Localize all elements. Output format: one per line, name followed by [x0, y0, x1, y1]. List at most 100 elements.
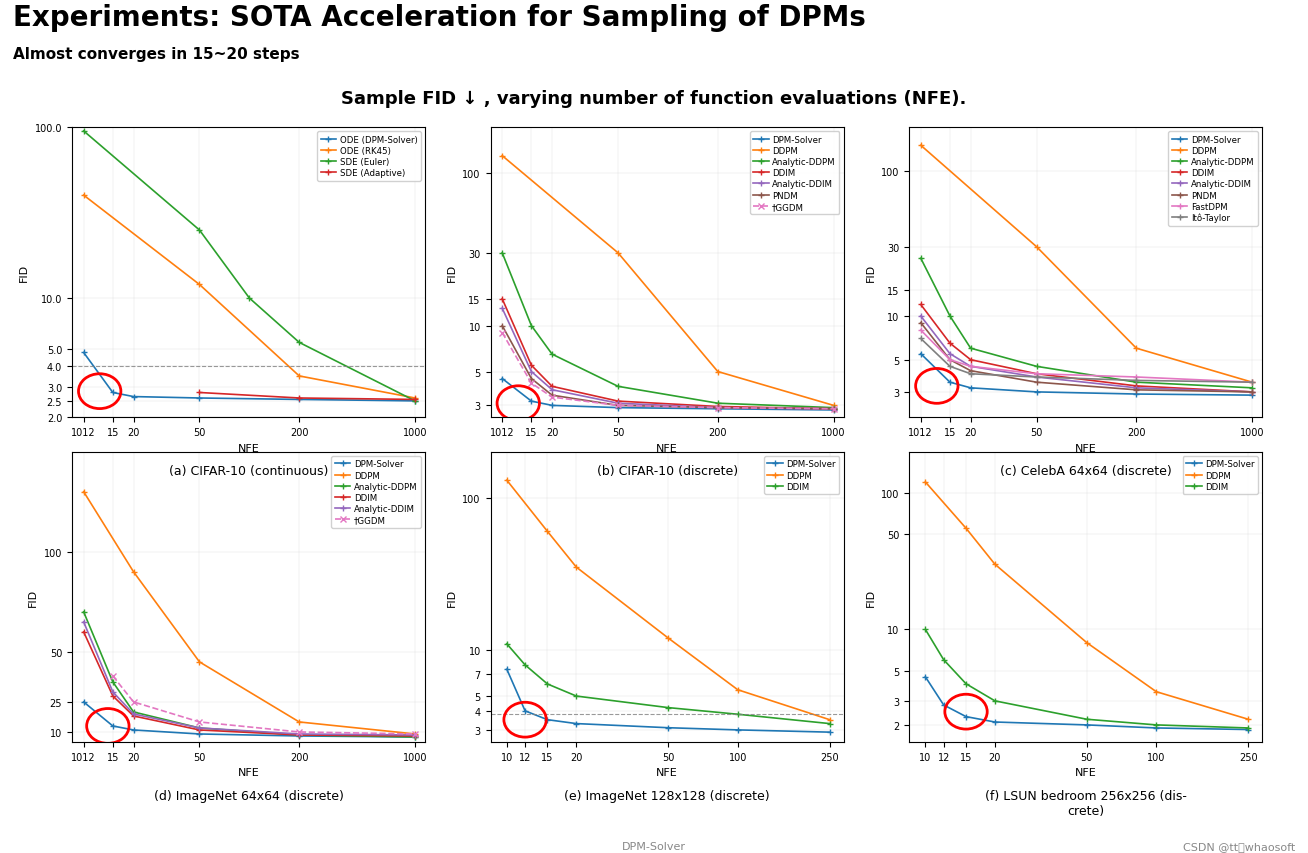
- DDIM: [661, 703, 676, 713]
- DDPM: [661, 633, 676, 643]
- Analytic-DDIM: [610, 398, 625, 409]
- DDPM: [1129, 344, 1144, 354]
- Text: (f) LSUN bedroom 256x256 (dis-
crete): (f) LSUN bedroom 256x256 (dis- crete): [985, 789, 1186, 817]
- Line: DDIM: DDIM: [81, 630, 417, 739]
- DDIM: [569, 691, 585, 701]
- Analytic-DDIM: [963, 362, 978, 372]
- DDPM: [1244, 378, 1260, 388]
- DDPM: [1028, 242, 1044, 252]
- PNDM: [913, 318, 929, 328]
- Analytic-DDIM: [825, 404, 841, 415]
- ODE (RK45): [191, 280, 207, 290]
- Line: DPM-Solver: DPM-Solver: [918, 351, 1254, 398]
- DPM-Solver: [730, 725, 746, 735]
- DDIM: [498, 639, 514, 649]
- DDIM: [517, 660, 532, 670]
- DDIM: [544, 382, 560, 392]
- DDPM: [610, 248, 625, 258]
- Analytic-DDPM: [825, 403, 841, 413]
- Line: Analytic-DDPM: Analytic-DDPM: [500, 251, 836, 411]
- Line: DDIM: DDIM: [504, 641, 832, 727]
- DPM-Solver: [661, 722, 676, 733]
- FastDPM: [1028, 369, 1044, 380]
- DPM-Solver: [569, 718, 585, 728]
- Y-axis label: FID: FID: [20, 264, 29, 282]
- ODE (DPM-Solver): [292, 395, 307, 405]
- Line: Analytic-DDIM: Analytic-DDIM: [918, 314, 1254, 395]
- DDIM: [710, 402, 726, 412]
- DDIM: [1244, 387, 1260, 397]
- DDIM: [105, 691, 120, 701]
- Line: DPM-Solver: DPM-Solver: [504, 667, 832, 735]
- †GGDM: [126, 697, 141, 707]
- Y-axis label: FID: FID: [866, 588, 875, 606]
- Line: DDIM: DDIM: [918, 302, 1254, 395]
- DDIM: [1240, 723, 1256, 734]
- DPM-Solver: [1240, 724, 1256, 734]
- FastDPM: [942, 355, 957, 365]
- DPM-Solver: [825, 405, 841, 415]
- DPM-Solver: [1129, 390, 1144, 400]
- Itô-Taylor: [942, 362, 957, 372]
- DPM-Solver: [292, 731, 307, 741]
- Line: FastDPM: FastDPM: [918, 328, 1254, 386]
- Analytic-DDPM: [105, 677, 120, 688]
- DDPM: [1240, 714, 1256, 724]
- ODE (DPM-Solver): [126, 392, 141, 403]
- DDPM: [1079, 638, 1095, 648]
- SDE (Euler): [242, 293, 258, 304]
- †GGDM: [494, 328, 510, 339]
- PNDM: [1244, 387, 1260, 397]
- Line: †GGDM: †GGDM: [500, 330, 836, 412]
- Analytic-DDPM: [610, 382, 625, 392]
- DDPM: [407, 729, 422, 740]
- DDPM: [540, 526, 556, 537]
- DDIM: [407, 731, 422, 741]
- Line: Analytic-DDIM: Analytic-DDIM: [81, 619, 417, 738]
- DDIM: [959, 679, 974, 689]
- †GGDM: [710, 403, 726, 413]
- Text: (c) CelebA 64x64 (discrete): (c) CelebA 64x64 (discrete): [999, 465, 1172, 478]
- DPM-Solver: [1028, 387, 1044, 397]
- †GGDM: [523, 379, 539, 389]
- DPM-Solver: [821, 727, 837, 737]
- X-axis label: NFE: NFE: [238, 768, 259, 777]
- DPM-Solver: [498, 664, 514, 675]
- DDIM: [1079, 714, 1095, 724]
- †GGDM: [105, 671, 120, 682]
- Text: Almost converges in 15~20 steps: Almost converges in 15~20 steps: [13, 47, 300, 62]
- †GGDM: [191, 717, 207, 728]
- DDIM: [917, 624, 933, 635]
- DDPM: [913, 141, 929, 151]
- Line: ODE (RK45): ODE (RK45): [81, 193, 417, 401]
- †GGDM: [610, 401, 625, 411]
- Analytic-DDIM: [292, 729, 307, 740]
- PNDM: [1129, 386, 1144, 396]
- Analytic-DDIM: [105, 687, 120, 697]
- Itô-Taylor: [913, 334, 929, 345]
- DDIM: [540, 679, 556, 689]
- Analytic-DDPM: [544, 350, 560, 360]
- DDIM: [935, 655, 951, 665]
- Analytic-DDPM: [494, 248, 510, 258]
- Line: DDIM: DDIM: [922, 627, 1250, 731]
- DDIM: [126, 711, 141, 722]
- Analytic-DDPM: [1028, 362, 1044, 372]
- Analytic-DDIM: [407, 730, 422, 740]
- Y-axis label: FID: FID: [447, 264, 456, 282]
- DPM-Solver: [959, 711, 974, 722]
- DPM-Solver: [126, 725, 141, 735]
- Text: (b) CIFAR-10 (discrete): (b) CIFAR-10 (discrete): [596, 465, 738, 478]
- Line: DDPM: DDPM: [504, 478, 832, 722]
- Analytic-DDIM: [191, 723, 207, 734]
- Legend: DPM-Solver, DDPM, Analytic-DDPM, DDIM, Analytic-DDIM, PNDM, †GGDM: DPM-Solver, DDPM, Analytic-DDPM, DDIM, A…: [749, 132, 840, 215]
- Line: DPM-Solver: DPM-Solver: [500, 376, 836, 413]
- Analytic-DDPM: [407, 732, 422, 742]
- Analytic-DDPM: [710, 398, 726, 409]
- X-axis label: NFE: NFE: [1075, 444, 1096, 453]
- ODE (RK45): [407, 393, 422, 403]
- DPM-Solver: [1244, 391, 1260, 401]
- DDIM: [76, 627, 92, 637]
- Itô-Taylor: [1244, 378, 1260, 388]
- Analytic-DDIM: [913, 311, 929, 322]
